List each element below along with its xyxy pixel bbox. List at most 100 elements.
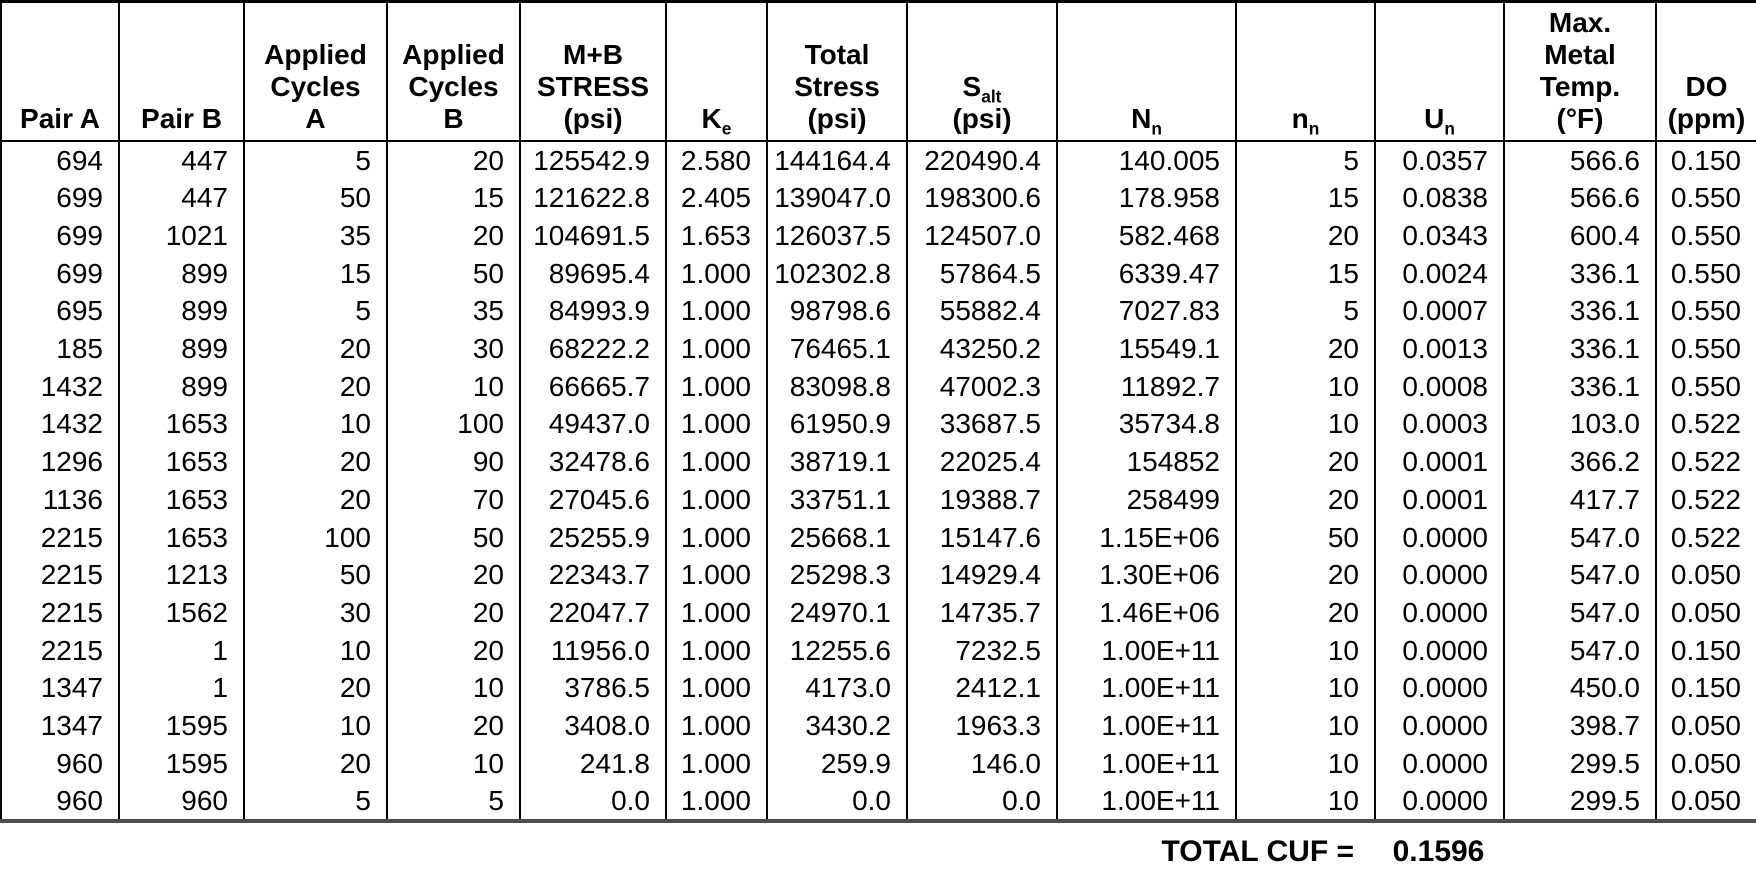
- table-cell-total-stress: 3430.2: [766, 706, 907, 745]
- table-row: 1347 1595 10 20 3408.0 1.000 3430.2 1963.3 1.00E…: [1, 706, 1756, 745]
- table-cell-max-metal-temp: 299.5: [1503, 744, 1656, 782]
- table-cell-ke: 1.000: [665, 593, 767, 632]
- table-cell-applied-cycles-b: 15: [386, 179, 520, 217]
- table-row: 1136 1653 20 70 27045.6 1.000 33751.1 19388.7 25…: [1, 480, 1756, 519]
- table-cell-total-stress: 76465.1: [766, 329, 907, 368]
- table-row: 960 1595 20 10 241.8 1.000 259.9 146.0 1.00E+11 1…: [1, 744, 1756, 782]
- table-cell-mb-stress: 27045.6: [519, 480, 666, 519]
- table-cell-total-stress: 25668.1: [766, 518, 907, 556]
- table-cell-u-n: 0.0003: [1374, 405, 1504, 443]
- table-cell-s-alt: 43250.2: [906, 329, 1057, 368]
- table-cell-n-applied: 20: [1235, 216, 1375, 255]
- table-cell-n-allowable: 1.46E+06: [1056, 593, 1236, 632]
- table-cell-u-n: 0.0000: [1374, 593, 1504, 632]
- table-cell-n-applied: 10: [1235, 668, 1375, 707]
- table-cell-pair-a: 2215: [40, 634, 103, 666]
- table-cell-ke: 2.405: [665, 179, 767, 217]
- table-cell-pair-a: 699: [56, 182, 103, 214]
- table-cell-pair-b: 899: [118, 329, 244, 368]
- table-cell-mb-stress: 104691.5: [519, 216, 666, 255]
- table-cell-pair-b: 1595: [118, 706, 244, 745]
- table-cell-total-stress: 38719.1: [766, 442, 907, 481]
- table-cell-u-n: 0.0838: [1374, 179, 1504, 217]
- table-cell-applied-cycles-b: 90: [386, 442, 520, 481]
- table-cell-pair-a: 699: [56, 220, 103, 252]
- table-cell-mb-stress: 22047.7: [519, 593, 666, 632]
- table-cell-applied-cycles-a: 10: [243, 631, 387, 669]
- table-cell-n-allowable: 1.15E+06: [1056, 518, 1236, 556]
- fatigue-usage-table: Pair A Pair B Applied Cycles A Applied Cycles B…: [0, 0, 1756, 823]
- table-row: 694 447 5 20 125542.9 2.580 144164.4 220490.4 14…: [1, 141, 1756, 179]
- table-cell-ke: 1.000: [665, 442, 767, 481]
- table-cell-do: 0.050: [1655, 782, 1756, 821]
- table-cell-mb-stress: 121622.8: [519, 179, 666, 217]
- table-cell-u-n: 0.0000: [1374, 706, 1504, 745]
- table-cell-do: 0.522: [1655, 405, 1756, 443]
- table-cell-pair-b: 1021: [118, 216, 244, 255]
- table-cell-pair-a: 695: [56, 295, 103, 327]
- table-cell-pair-b: 1595: [118, 744, 244, 782]
- table-cell-u-n: 0.0000: [1374, 555, 1504, 594]
- table-cell-s-alt: 57864.5: [906, 254, 1057, 293]
- table-cell-do: 0.522: [1655, 442, 1756, 481]
- table-cell-s-alt: 146.0: [906, 744, 1057, 782]
- table-cell-total-stress: 4173.0: [766, 668, 907, 707]
- table-cell-n-applied: 20: [1235, 480, 1375, 519]
- table-cell-total-stress: 139047.0: [766, 179, 907, 217]
- table-cell-ke: 2.580: [665, 141, 767, 179]
- table-cell-n-allowable: 140.005: [1056, 141, 1236, 179]
- table-cell-pair-a: 185: [56, 333, 103, 365]
- table-cell-applied-cycles-a: 100: [243, 518, 387, 556]
- table-cell-pair-b: 1653: [118, 405, 244, 443]
- table-cell-total-stress: 0.0: [766, 782, 907, 821]
- table-cell-pair-b: 899: [118, 367, 244, 406]
- table-cell-n-allowable: 1.00E+11: [1056, 631, 1236, 669]
- table-cell-n-allowable: 6339.47: [1056, 254, 1236, 293]
- table-cell-u-n: 0.0001: [1374, 480, 1504, 519]
- table-cell-u-n: 0.0013: [1374, 329, 1504, 368]
- table-cell-applied-cycles-a: 20: [243, 367, 387, 406]
- table-cell-pair-b: 1653: [118, 518, 244, 556]
- table-cell-total-stress: 33751.1: [766, 480, 907, 519]
- table-cell-applied-cycles-a: 50: [243, 179, 387, 217]
- table-cell-n-allowable: 258499: [1056, 480, 1236, 519]
- table-cell-pair-b: 1562: [118, 593, 244, 632]
- table-cell-n-applied: 50: [1235, 518, 1375, 556]
- table-cell-max-metal-temp: 547.0: [1503, 593, 1656, 632]
- table-cell-n-applied: 10: [1235, 744, 1375, 782]
- table-cell-do: 0.050: [1655, 555, 1756, 594]
- column-header-ke: Ke: [665, 1, 767, 142]
- table-cell-n-allowable: 1.30E+06: [1056, 555, 1236, 594]
- table-cell-n-applied: 10: [1235, 405, 1375, 443]
- table-cell-applied-cycles-a: 5: [243, 292, 387, 330]
- table-cell-mb-stress: 66665.7: [519, 367, 666, 406]
- table-cell-s-alt: 55882.4: [906, 292, 1057, 330]
- table-cell-applied-cycles-b: 20: [386, 555, 520, 594]
- table-cell-do: 0.050: [1655, 706, 1756, 745]
- table-cell-applied-cycles-b: 10: [386, 744, 520, 782]
- table-cell-total-stress: 12255.6: [766, 631, 907, 669]
- table-cell-applied-cycles-b: 70: [386, 480, 520, 519]
- table-cell-pair-b: 1: [118, 668, 244, 707]
- table-cell-u-n: 0.0000: [1374, 518, 1504, 556]
- table-cell-total-stress: 83098.8: [766, 367, 907, 406]
- table-row: 960 960 5 5 0.0 1.000 0.0 0.0 1.00E+11 10 0.0000 29…: [1, 782, 1756, 821]
- table-cell-pair-a: 694: [56, 145, 103, 176]
- table-cell-n-allowable: 11892.7: [1056, 367, 1236, 406]
- table-cell-applied-cycles-b: 100: [386, 405, 520, 443]
- table-cell-applied-cycles-a: 5: [243, 782, 387, 821]
- table-cell-do: 0.150: [1655, 631, 1756, 669]
- table-cell-ke: 1.000: [665, 555, 767, 594]
- total-cuf-row: TOTAL CUF = 0.1596: [0, 823, 1756, 881]
- table-cell-max-metal-temp: 547.0: [1503, 631, 1656, 669]
- table-cell-pair-b: 1: [118, 631, 244, 669]
- table-cell-pair-b: 447: [118, 179, 244, 217]
- column-header-max-metal-temp: Max. Metal Temp. (°F): [1503, 1, 1656, 142]
- column-header-pair-a: Pair A: [1, 1, 119, 142]
- table-cell-pair-b: 960: [118, 782, 244, 821]
- table-cell-mb-stress: 22343.7: [519, 555, 666, 594]
- table-cell-applied-cycles-b: 20: [386, 593, 520, 632]
- table-cell-pair-a: 2215: [40, 596, 103, 628]
- column-header-applied-cycles-b: Applied Cycles B: [386, 1, 520, 142]
- table-row: 699 899 15 50 89695.4 1.000 102302.8 57864.5 633…: [1, 254, 1756, 293]
